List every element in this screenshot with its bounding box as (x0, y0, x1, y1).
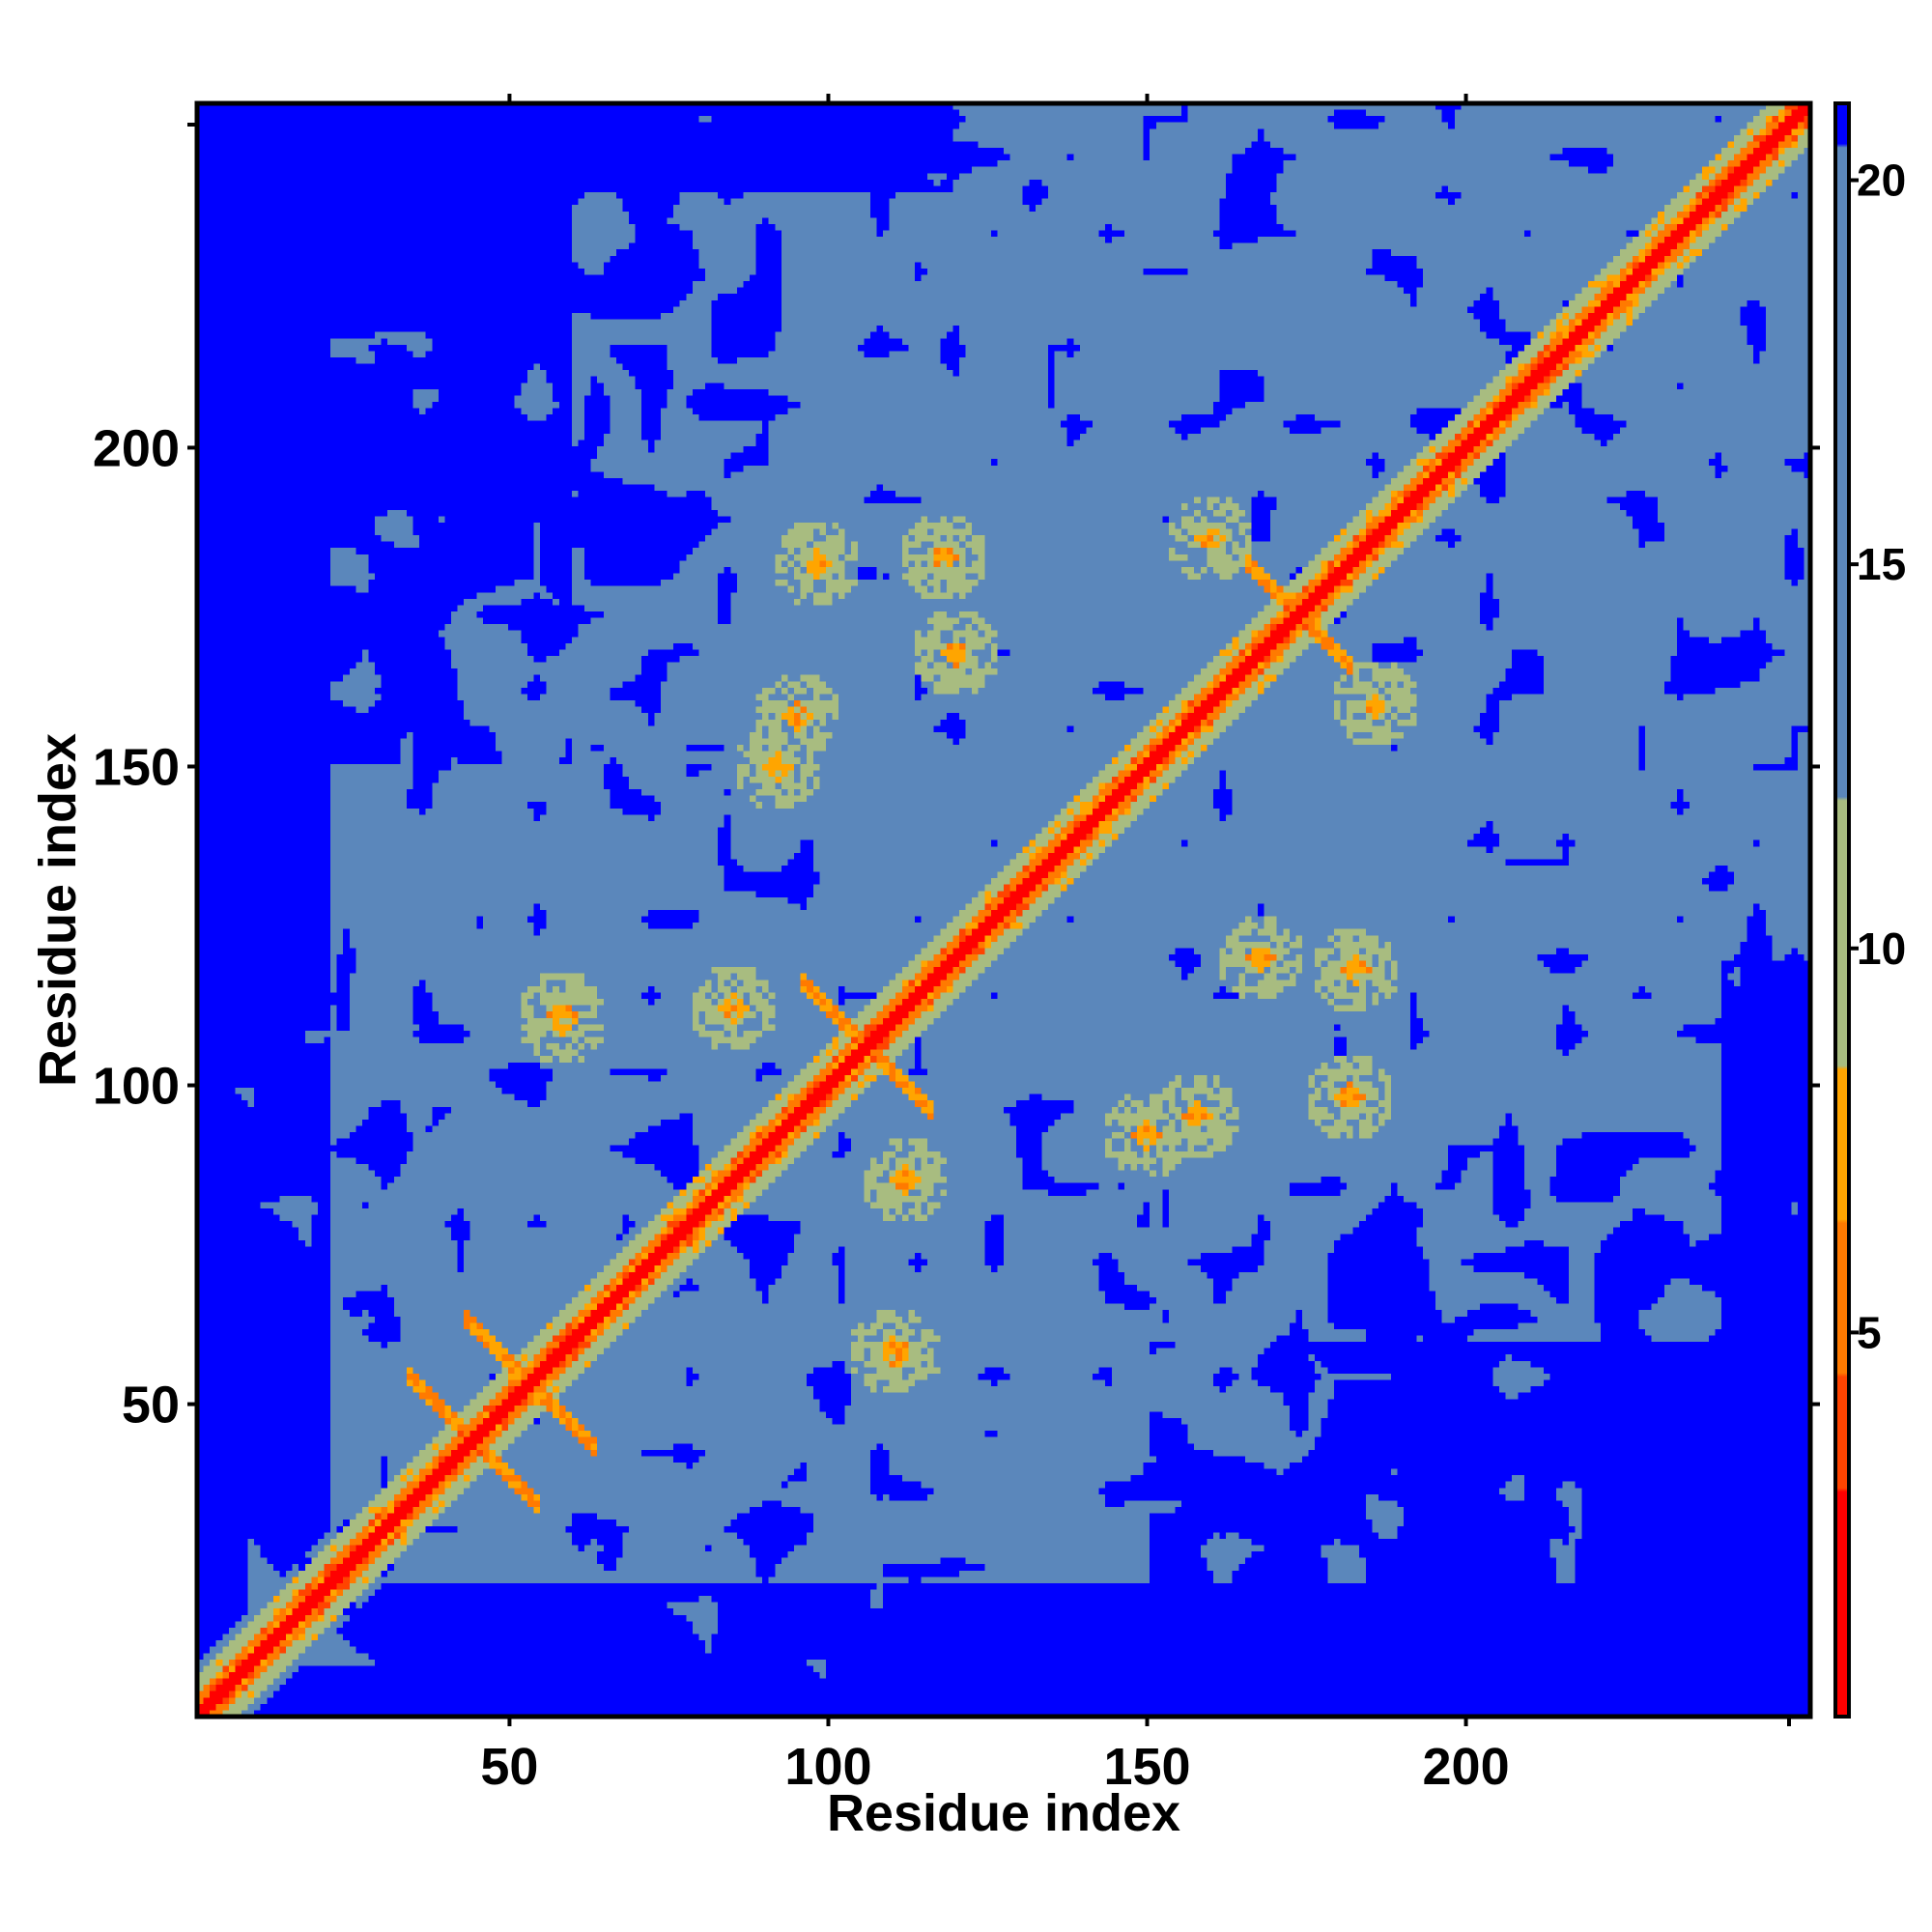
plot-frame (194, 100, 1813, 1719)
heatmap-cells (197, 103, 1810, 1717)
y-tick-label: 200 (93, 419, 180, 477)
colorbar-frame (1833, 101, 1851, 1719)
y-axis-label: Residue index (29, 733, 87, 1087)
colorbar-tick-label: 20 (1857, 156, 1906, 206)
colorbar-gradient (1835, 103, 1849, 1717)
axis-tick-labels: 50 100 150 200 50 100 150 200 5 10 15 20 (93, 156, 1906, 1796)
x-tick-label: 150 (1103, 1738, 1190, 1796)
axis-ticks (187, 94, 1859, 1726)
colorbar-tick-label: 5 (1857, 1307, 1882, 1357)
x-axis-label: Residue index (827, 1784, 1180, 1842)
x-tick-label: 200 (1423, 1738, 1510, 1796)
colorbar-tick-label: 15 (1857, 539, 1906, 589)
x-tick-label: 100 (784, 1738, 871, 1796)
y-tick-label: 100 (93, 1058, 180, 1116)
colorbar-tick-label: 10 (1857, 923, 1906, 974)
x-tick-label: 50 (480, 1738, 538, 1796)
y-tick-label: 150 (93, 738, 180, 796)
y-tick-label: 50 (122, 1377, 180, 1435)
